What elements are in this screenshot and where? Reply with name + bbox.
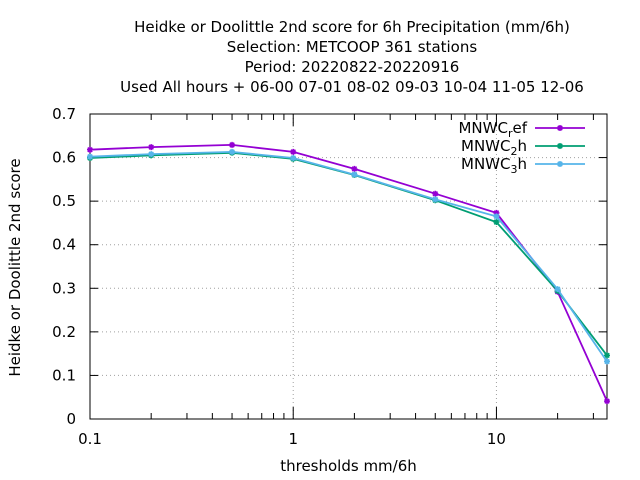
axis-ticks: 00.10.20.30.40.50.60.70.1 1 10 (52, 105, 607, 448)
data-point (604, 398, 610, 405)
series-MNWC_ref (87, 141, 610, 405)
data-point (290, 148, 297, 155)
legend-marker-MNWC_3h (557, 161, 563, 167)
title-line-3: Period: 20220822-20220916 (245, 58, 460, 76)
data-point (87, 153, 93, 160)
series-line (89, 150, 608, 363)
series-MNWC_2h (87, 149, 610, 359)
y-tick-label: 0.7 (52, 105, 76, 123)
data-point (148, 144, 155, 151)
plot-frame (89, 113, 608, 420)
y-tick-label: 0.5 (52, 192, 76, 210)
data-point (493, 213, 500, 220)
data-point (229, 148, 236, 155)
x-tick-label: 1 (288, 430, 298, 448)
x-tick-label: 0.1 (78, 430, 102, 448)
x-axis-label: thresholds mm/6h (280, 457, 417, 475)
legend-marker-MNWC_ref (557, 125, 563, 131)
y-tick-label: 0.4 (52, 236, 76, 254)
chart-title: Heidke or Doolittle 2nd score for 6h Pre… (120, 18, 584, 96)
data-point (493, 219, 500, 226)
series-MNWC_3h (87, 148, 610, 365)
title-line-1: Heidke or Doolittle 2nd score for 6h Pre… (134, 18, 570, 36)
series-lines (87, 141, 610, 405)
series-line (89, 143, 608, 402)
data-point (351, 165, 358, 172)
legend-marker-MNWC_2h (557, 143, 563, 149)
legend-label-MNWC_ref: MNWCref (458, 119, 527, 140)
y-tick-label: 0.1 (52, 366, 76, 384)
legend-label-MNWC_2h: MNWC2h (461, 137, 527, 158)
title-line-2: Selection: METCOOP 361 stations (227, 38, 478, 56)
y-tick-label: 0.6 (52, 149, 76, 167)
data-point (290, 155, 297, 162)
data-point (148, 151, 155, 158)
legend-label-MNWC_3h: MNWC3h (461, 155, 527, 176)
y-tick-label: 0.2 (52, 323, 76, 341)
data-point (604, 358, 610, 365)
y-tick-label: 0.3 (52, 279, 76, 297)
data-point (351, 171, 358, 178)
grid-lines (90, 114, 607, 419)
data-point (432, 196, 439, 203)
y-axis-label: Heidke or Doolittle 2nd score (6, 158, 24, 376)
x-tick-label: 10 (487, 430, 506, 448)
data-point (432, 190, 439, 197)
title-line-4: Used All hours + 06-00 07-01 08-02 09-03… (120, 78, 584, 96)
y-tick-label: 0 (66, 410, 76, 428)
data-point (554, 286, 561, 293)
data-point (87, 146, 93, 153)
data-point (229, 141, 236, 148)
data-point (604, 352, 610, 359)
data-point (493, 209, 500, 216)
